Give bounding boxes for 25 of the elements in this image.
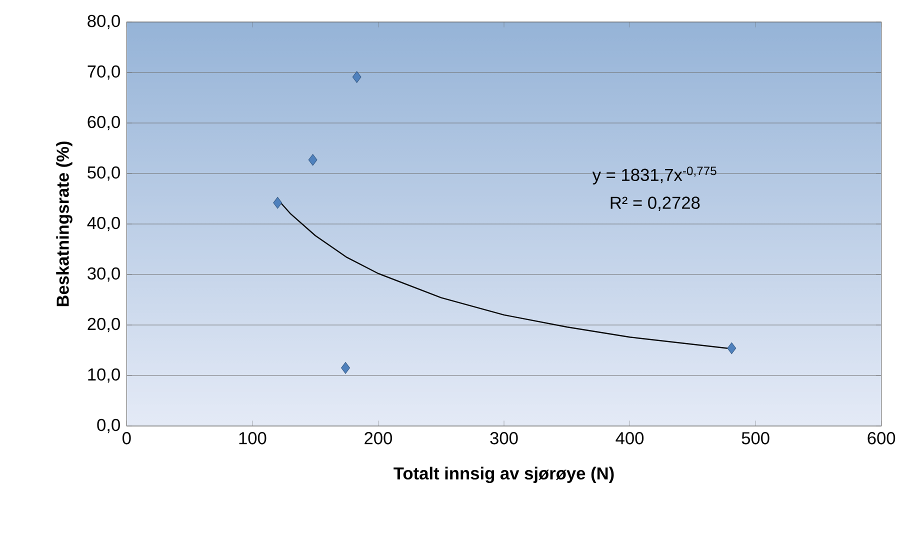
y-axis-title: Beskatningsrate (%) — [56, 142, 72, 306]
point — [308, 154, 318, 166]
annotation: y = 1831,7x$^{-0,775}$ — [592, 166, 716, 184]
x-tick-label: 100 — [239, 432, 266, 444]
x-tick-label: 0 — [122, 432, 131, 444]
x-tick-label: 200 — [364, 432, 392, 444]
y-tick-label: 60,0 — [88, 116, 120, 130]
y-tick-label: 80,0 — [88, 14, 120, 30]
y-tick-label: 50,0 — [88, 166, 120, 181]
point — [727, 342, 736, 354]
y-tick-label: 30,0 — [88, 267, 120, 282]
x-tick-label: 500 — [742, 432, 770, 444]
point — [352, 71, 362, 83]
y-tick-label: 10,0 — [88, 368, 120, 383]
x-axis-title: Totalt innsig av sjørøye (N) — [394, 466, 614, 484]
point — [273, 196, 282, 209]
x-tick-label: 600 — [868, 432, 896, 444]
x-tick-label: 400 — [616, 432, 644, 444]
y-tick-label: 70,0 — [88, 65, 120, 80]
y-tick-label: 40,0 — [87, 216, 120, 232]
annotation: R² = 0,2728 — [610, 196, 700, 211]
point — [341, 362, 350, 374]
y-tick-label: 20,0 — [88, 318, 120, 332]
y-tick-label: 0,0 — [97, 418, 120, 434]
x-tick-label: 300 — [490, 432, 518, 444]
